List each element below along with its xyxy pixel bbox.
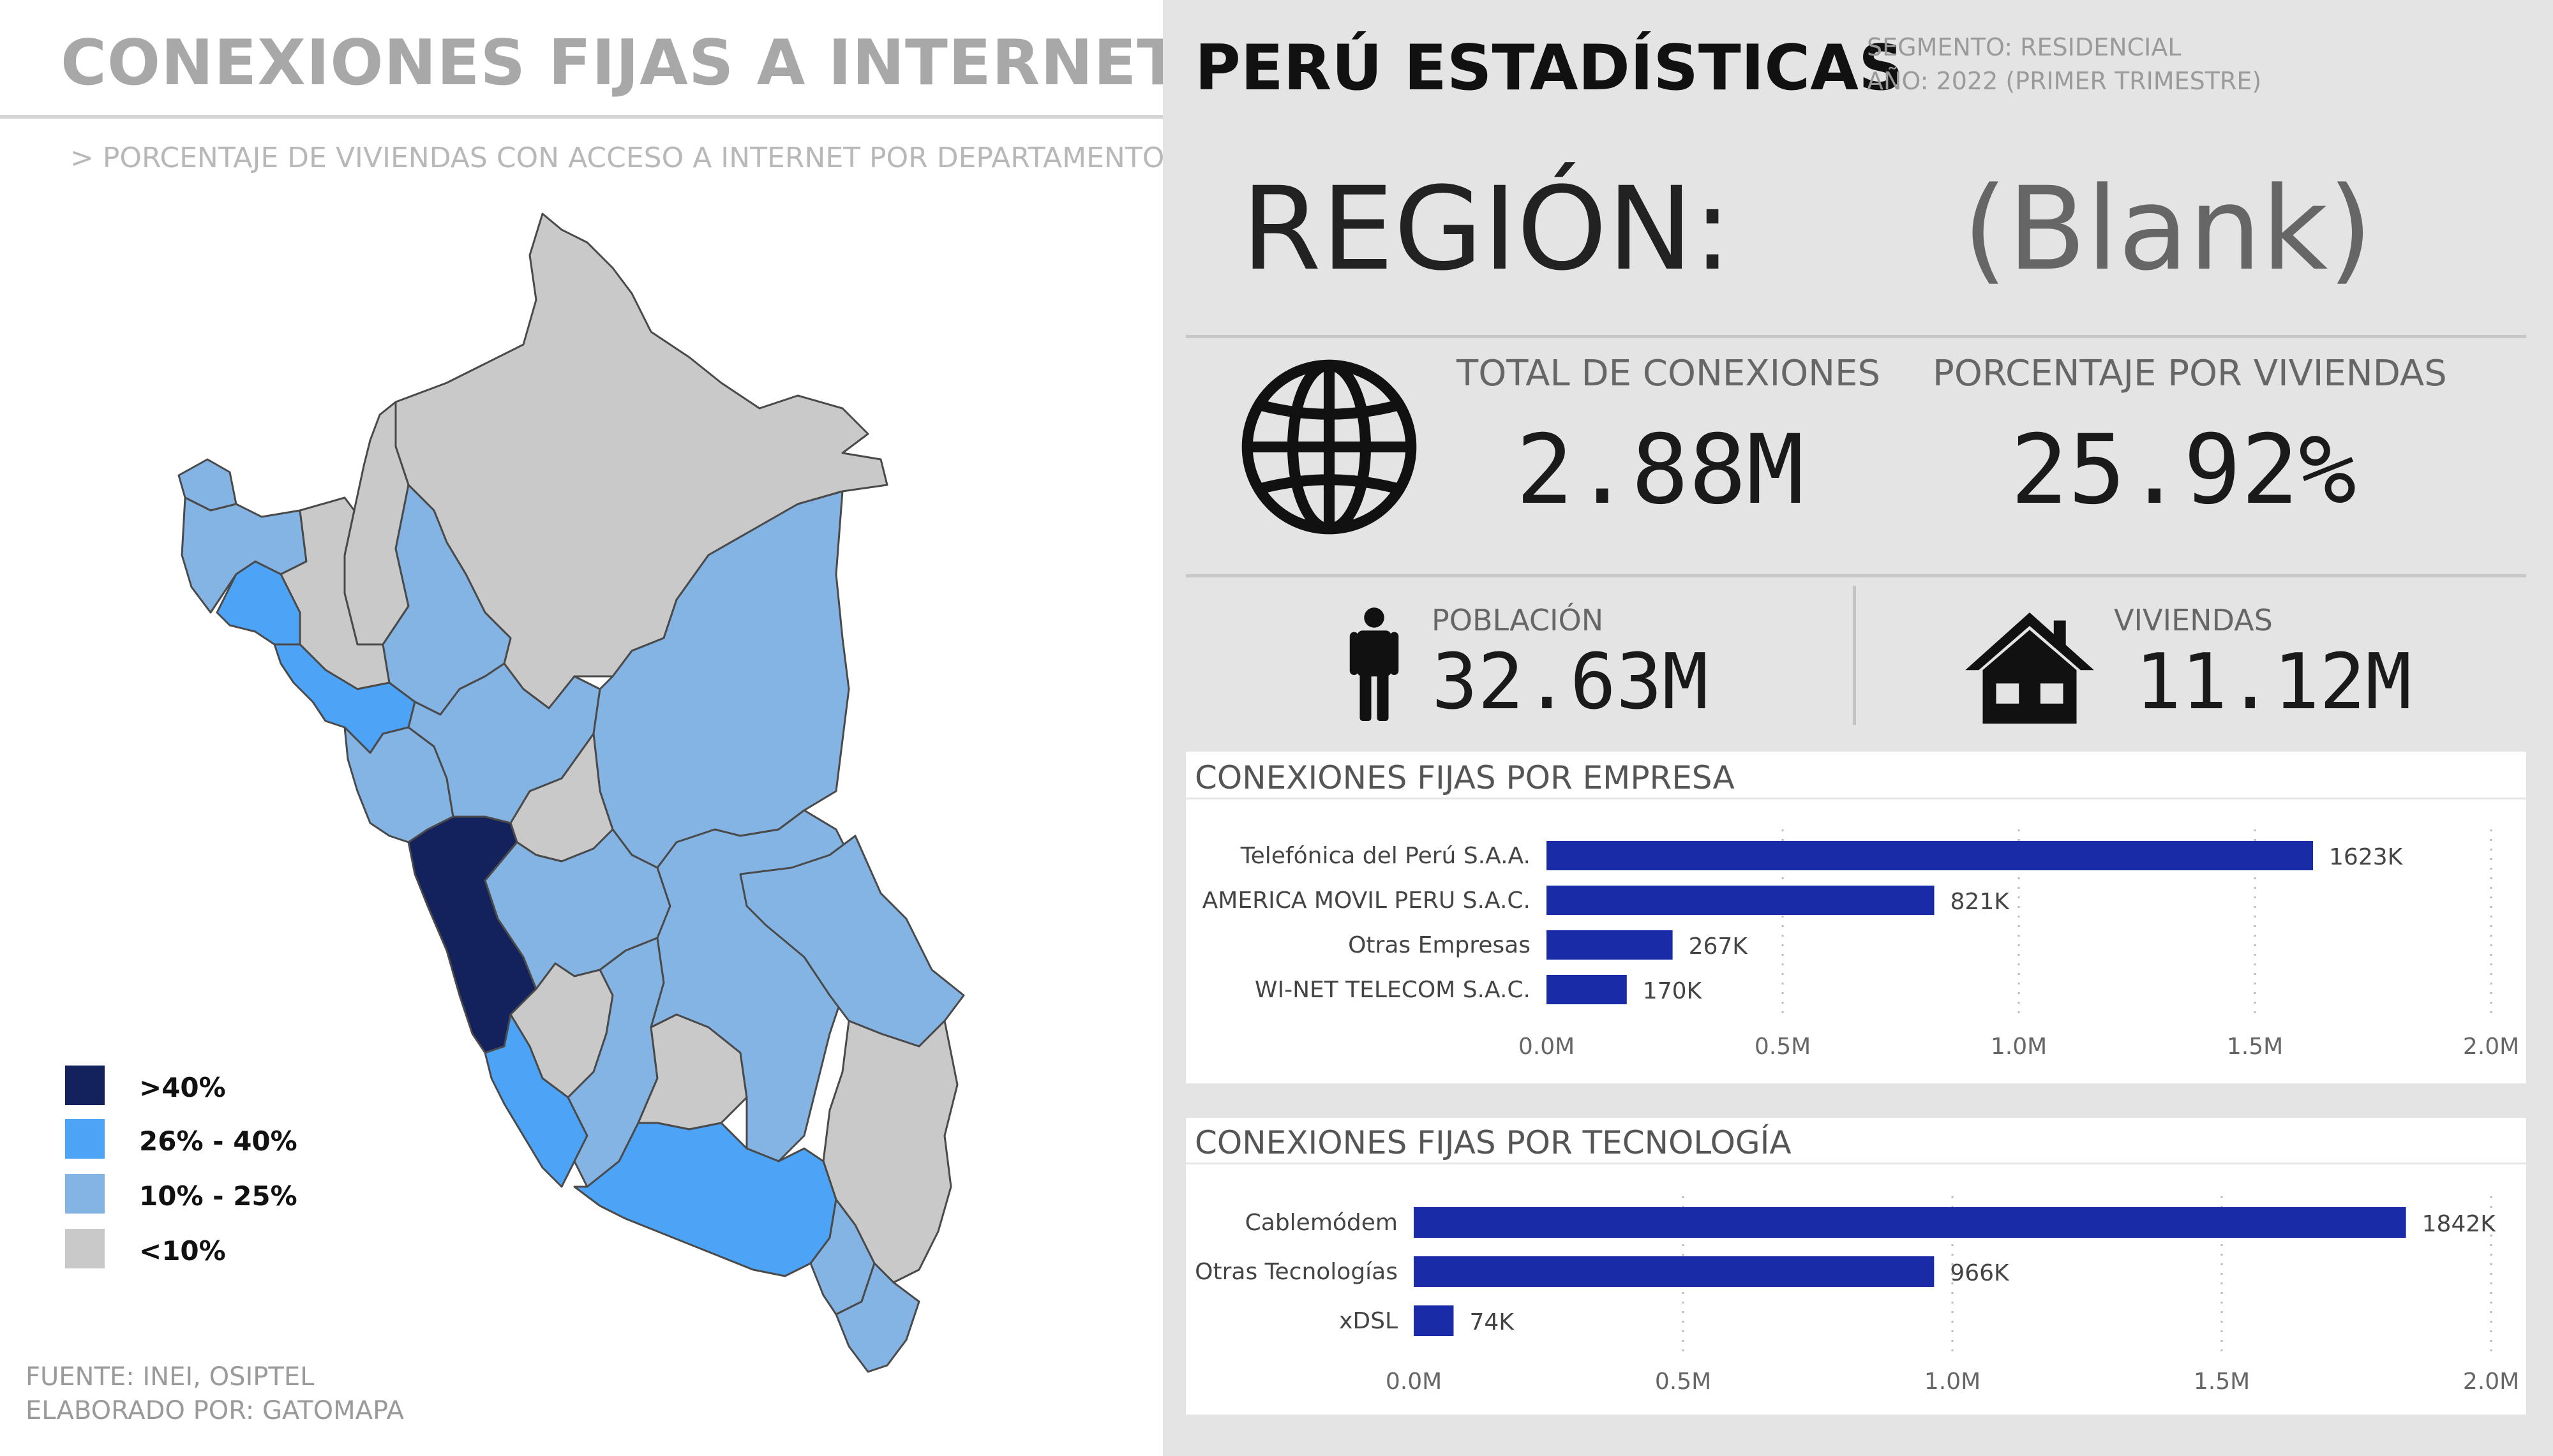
x-tick-label: 1.0M	[1924, 1369, 1980, 1395]
x-tick-label: 0.5M	[1755, 1034, 1811, 1060]
legend-label-26-40: 26% - 40%	[139, 1125, 297, 1157]
legend-label-10-25: 10% - 25%	[139, 1180, 297, 1212]
bar[interactable]	[1414, 1305, 1454, 1336]
x-tick-label: 1.5M	[2227, 1034, 2283, 1060]
divider	[1186, 1163, 2526, 1164]
region-label: REGIÓN:	[1241, 163, 1732, 296]
bar[interactable]	[1546, 841, 2314, 870]
legend-swatch-26-40	[65, 1119, 105, 1159]
legend-swatch-10-25	[65, 1174, 105, 1214]
year-meta: AÑO: 2022 (PRIMER TRIMESTRE)	[1867, 67, 2262, 95]
total-connections-label: TOTAL DE CONEXIONES	[1456, 353, 1880, 394]
company-chart-card	[1186, 752, 2526, 1083]
x-tick-label: 1.0M	[1991, 1034, 2047, 1060]
segment-meta: SEGMENTO: RESIDENCIAL	[1867, 33, 2182, 61]
legend-swatch-over-40	[65, 1066, 105, 1105]
divider	[1186, 798, 2526, 799]
bar[interactable]	[1414, 1207, 2406, 1238]
x-tick-label: 0.0M	[1386, 1369, 1442, 1395]
technology-chart-title: CONEXIONES FIJAS POR TECNOLOGÍA	[1195, 1124, 1792, 1161]
page-title: CONEXIONES FIJAS A INTERNET	[61, 27, 1181, 100]
bar[interactable]	[1546, 975, 1627, 1004]
peru-choropleth-map[interactable]	[0, 191, 1021, 1404]
category-label: Otras Empresas	[1348, 932, 1531, 958]
homes-value: 11.12M	[2135, 638, 2412, 727]
data-label: 1842K	[2422, 1211, 2497, 1237]
bar[interactable]	[1546, 930, 1673, 960]
divider	[1853, 586, 1856, 725]
total-connections-value: 2.88M	[1516, 415, 1804, 526]
region-arequipa[interactable]	[573, 1122, 837, 1277]
company-chart-title: CONEXIONES FIJAS POR EMPRESA	[1195, 759, 1735, 796]
population-label: POBLACIÓN	[1432, 603, 1604, 637]
category-label: Telefónica del Perú S.A.A.	[1240, 843, 1531, 869]
globe-icon	[1241, 359, 1417, 535]
region-tacna[interactable]	[835, 1262, 920, 1373]
homes-label: VIVIENDAS	[2114, 603, 2273, 637]
x-tick-label: 2.0M	[2463, 1034, 2519, 1060]
divider	[1186, 574, 2526, 577]
legend-swatch-under-10	[65, 1229, 105, 1268]
x-tick-label: 0.5M	[1655, 1369, 1711, 1395]
divider	[1186, 335, 2526, 338]
population-value: 32.63M	[1432, 638, 1709, 727]
x-tick-label: 2.0M	[2463, 1369, 2519, 1395]
map-subtitle: > PORCENTAJE DE VIVIENDAS CON ACCESO A I…	[70, 142, 1165, 174]
person-icon	[1349, 607, 1399, 721]
title-divider	[0, 115, 1163, 119]
data-label: 170K	[1643, 978, 1703, 1004]
x-tick-label: 0.0M	[1518, 1034, 1575, 1060]
data-label: 1623K	[2329, 844, 2404, 870]
data-label: 74K	[1469, 1309, 1515, 1335]
data-label: 821K	[1950, 889, 2010, 915]
legend-label-over-40: >40%	[139, 1072, 226, 1103]
bar[interactable]	[1414, 1256, 1935, 1287]
legend-label-under-10: <10%	[139, 1235, 226, 1267]
region-puno[interactable]	[822, 1020, 959, 1284]
technology-bar-chart[interactable]: 0.0M 0.5M 1.0M 1.5M 2.0M Cablemódem 1842K Otras…	[1186, 1168, 2526, 1410]
region-value[interactable]: (Blank)	[1963, 163, 2373, 296]
category-label: AMERICA MOVIL PERU S.A.C.	[1202, 888, 1531, 914]
source-note: FUENTE: INEI, OSIPTEL	[26, 1362, 315, 1392]
household-pct-label: PORCENTAJE POR VIVIENDAS	[1933, 353, 2447, 394]
author-note: ELABORADO POR: GATOMAPA	[26, 1396, 404, 1425]
data-label: 966K	[1950, 1260, 2010, 1286]
bar[interactable]	[1546, 886, 1935, 915]
house-icon	[1965, 612, 2094, 724]
company-bar-chart[interactable]: 0.0M 0.5M 1.0M 1.5M 2.0M Telefónica del Perú …	[1186, 804, 2526, 1078]
stats-title: PERÚ ESTADÍSTICAS	[1195, 32, 1904, 105]
data-label: 267K	[1689, 933, 1749, 960]
category-label: WI-NET TELECOM S.A.C.	[1255, 977, 1531, 1003]
category-label: xDSL	[1339, 1308, 1398, 1334]
household-pct-value: 25.92%	[2010, 415, 2356, 526]
x-tick-label: 1.5M	[2194, 1369, 2250, 1395]
category-label: Cablemódem	[1245, 1210, 1398, 1236]
category-label: Otras Tecnologías	[1195, 1259, 1398, 1285]
